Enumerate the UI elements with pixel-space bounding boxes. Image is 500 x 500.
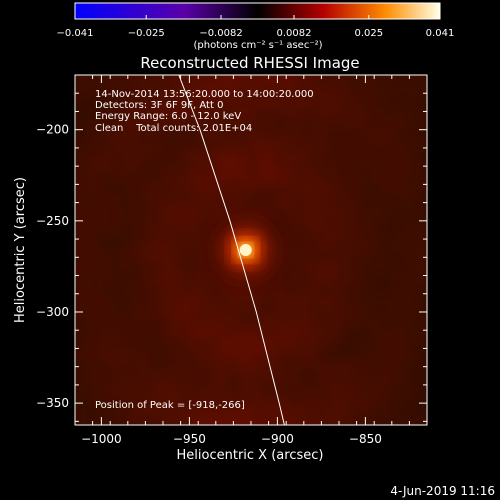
colorbar-tick-label: −0.0082: [199, 28, 242, 39]
flare-source: [239, 244, 252, 256]
observation-info: 14-Nov-2014 13:56:20.000 to 14:00:20.000…: [95, 89, 314, 134]
y-tick-label: −200: [36, 123, 69, 137]
info-detectors: Detectors: 3F 6F 9F, Att 0: [95, 100, 223, 111]
y-axis-label: Heliocentric Y (arcsec): [13, 177, 28, 323]
colorbar-tick-label: 0.025: [354, 28, 383, 39]
x-tick-label: −850: [349, 432, 382, 446]
colorbar-units-label: (photons cm⁻² s⁻¹ asec⁻²): [193, 40, 322, 51]
x-tick-label: −1000: [81, 432, 122, 446]
generation-timestamp: 4-Jun-2019 11:16: [390, 484, 495, 498]
colorbar: [74, 2, 441, 20]
info-clean-counts: Clean Total counts: 2.01E+04: [95, 123, 252, 134]
colorbar-tick-label: −0.025: [128, 28, 165, 39]
y-tick-label: −250: [36, 214, 69, 228]
solar-limb-line: [178, 75, 285, 425]
y-tick-label: −300: [36, 305, 69, 319]
chart-title: Reconstructed RHESSI Image: [140, 54, 359, 72]
peak-position-label: Position of Peak = [-918,-266]: [95, 400, 245, 411]
colorbar-tick-label: 0.0082: [277, 28, 312, 39]
x-tick-label: −950: [173, 432, 206, 446]
colorbar-ticks: −0.041 −0.025 −0.0082 0.0082 0.025 0.041: [56, 15, 454, 39]
info-time-range: 14-Nov-2014 13:56:20.000 to 14:00:20.000: [95, 89, 314, 100]
info-energy-range: Energy Range: 6.0 - 12.0 keV: [95, 111, 241, 122]
colorbar-tick-label: −0.041: [56, 28, 93, 39]
y-tick-label: −350: [36, 396, 69, 410]
heatmap-image: [75, 75, 427, 425]
colorbar-tick-label: 0.041: [426, 28, 455, 39]
axes-ticks: −1000 −950 −900 −850 −200 −250 −300 −350: [36, 74, 428, 446]
x-axis-label: Heliocentric X (arcsec): [177, 448, 324, 463]
x-tick-label: −900: [261, 432, 294, 446]
